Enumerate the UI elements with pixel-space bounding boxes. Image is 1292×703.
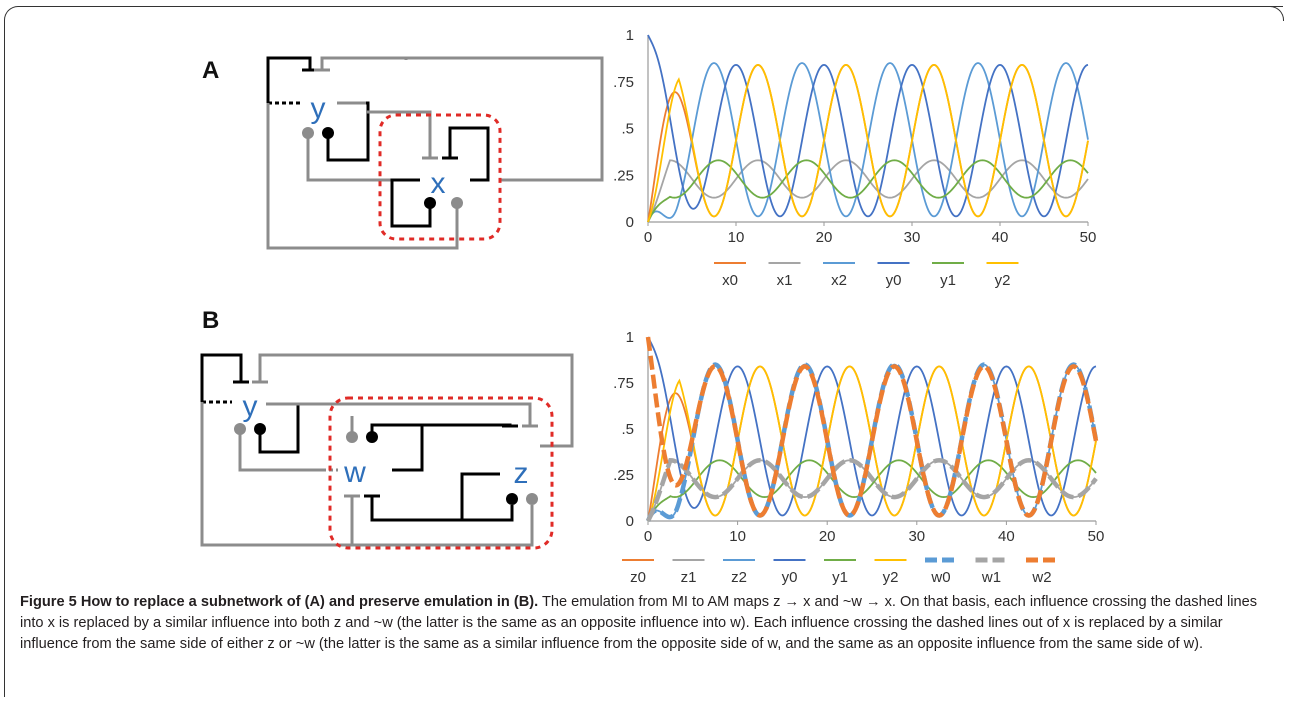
legend-label-x1: x1 xyxy=(777,272,793,289)
legend-label-x0: x0 xyxy=(722,272,738,289)
node-y: y xyxy=(311,92,326,125)
subnetwork-box-b xyxy=(328,396,554,550)
legend-label-y2: y2 xyxy=(995,272,1011,289)
x-tick-label: 30 xyxy=(904,229,921,246)
edge-y-self-inhibit xyxy=(266,56,312,95)
x-tick-label: 10 xyxy=(729,528,746,545)
legend-label-y1: y1 xyxy=(940,272,956,289)
series-line-y1 xyxy=(647,159,1089,223)
legend-label-y1: y1 xyxy=(832,569,848,586)
x-tick-label: 40 xyxy=(992,229,1009,246)
x-tick-label: 0 xyxy=(644,528,652,545)
legend-label-y2: y2 xyxy=(883,569,899,586)
activate-head-y-gray xyxy=(302,127,314,139)
legend-label-w0: w0 xyxy=(930,569,950,586)
figure-svg: A y x xyxy=(200,27,1104,586)
x-tick-label: 50 xyxy=(1080,229,1097,246)
series-line-z1 xyxy=(647,459,1097,522)
x-tick-label: 20 xyxy=(819,528,836,545)
legend-label-z1: z1 xyxy=(681,569,697,586)
node-w: w xyxy=(343,456,366,489)
x-tick-label: 10 xyxy=(728,229,745,246)
caption-body: The emulation from MI to AM maps z → x a… xyxy=(20,594,1257,652)
series-line-y1 xyxy=(647,459,1097,522)
y-tick-label: .75 xyxy=(613,375,634,392)
legend-label-y0: y0 xyxy=(886,272,902,289)
edge-x-to-y-gray-top xyxy=(320,56,604,182)
legend-label-y0: y0 xyxy=(782,569,798,586)
x-tick-label: 40 xyxy=(998,528,1015,545)
y-tick-label: 0 xyxy=(626,513,634,530)
edge-y-self-activate xyxy=(326,130,370,162)
diagram-a: A y x xyxy=(202,56,604,250)
legend-label-z0: z0 xyxy=(630,569,646,586)
series-line-y0 xyxy=(647,34,1089,218)
series-line-y0 xyxy=(647,336,1097,517)
x-tick-label: 30 xyxy=(908,528,925,545)
x-tick-label: 20 xyxy=(816,229,833,246)
legend-label-x2: x2 xyxy=(831,272,847,289)
node-z: z xyxy=(514,457,529,490)
diagram-b: B y w z xyxy=(200,307,574,550)
figure-caption: Figure 5 How to replace a subnetwork of … xyxy=(20,592,1275,655)
series-line-x1 xyxy=(647,159,1089,223)
edge-x-loop-gray-bottom xyxy=(266,103,459,250)
series-line-w2 xyxy=(645,336,1099,518)
legend-label-w1: w1 xyxy=(981,569,1001,586)
panel-b-label: B xyxy=(202,307,219,334)
series-line-w1 xyxy=(645,457,1098,523)
y-tick-label: .75 xyxy=(613,74,634,91)
y-tick-label: 1 xyxy=(626,27,634,44)
activate-head-x-gray xyxy=(451,197,463,209)
y-tick-label: 1 xyxy=(626,329,634,346)
y-tick-label: .25 xyxy=(613,467,634,484)
legend-label-z2: z2 xyxy=(731,569,747,586)
caption-title: Figure 5 How to replace a subnetwork of … xyxy=(20,594,539,610)
y-tick-label: 0 xyxy=(626,214,634,231)
y-tick-label: .5 xyxy=(621,421,634,438)
x-tick-label: 50 xyxy=(1088,528,1105,545)
y-tick-label: .25 xyxy=(613,167,634,184)
subnetwork-box-a xyxy=(378,113,502,241)
panel-a-label: A xyxy=(202,57,219,84)
node-y-b: y xyxy=(243,390,258,423)
series-line-y2 xyxy=(647,64,1089,223)
x-tick-label: 0 xyxy=(644,229,652,246)
activate-head-x-black xyxy=(424,197,436,209)
legend-label-w2: w2 xyxy=(1031,569,1051,586)
node-x: x xyxy=(431,167,446,200)
y-tick-label: .5 xyxy=(621,121,634,138)
